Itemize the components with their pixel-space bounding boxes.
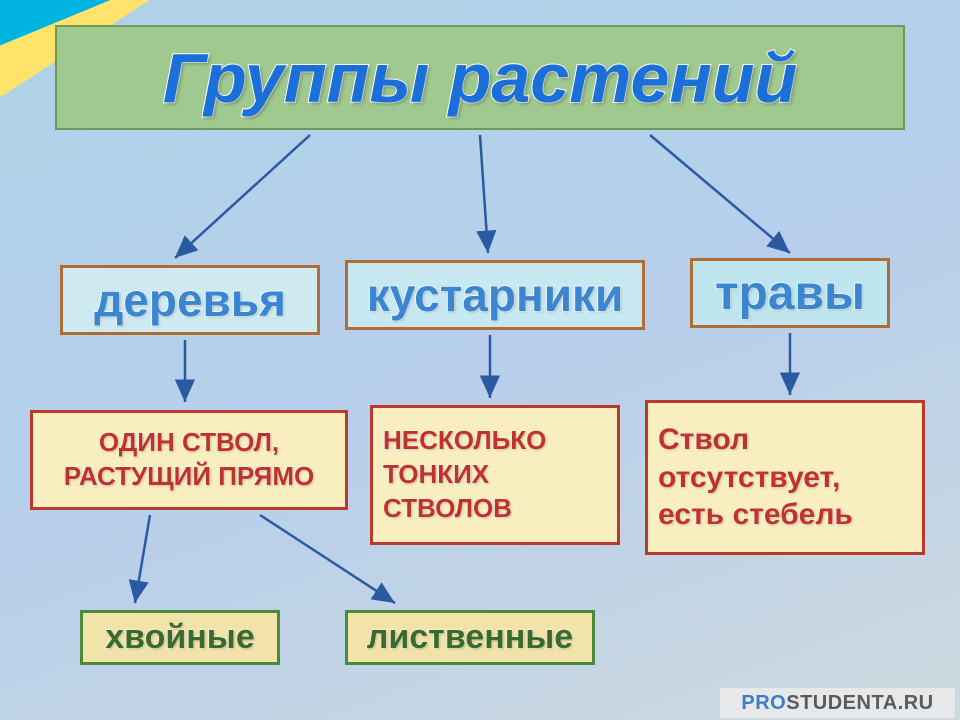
description-grass-desc-label: Ствол отсутствует, есть стебель [648, 415, 922, 540]
watermark: PROSTUDENTA.RU [720, 688, 955, 718]
description-trees-desc-label: ОДИН СТВОЛ, РАСТУЩИЙ ПРЯМО [33, 420, 345, 500]
description-trees-desc: ОДИН СТВОЛ, РАСТУЩИЙ ПРЯМО [30, 410, 348, 510]
category-shrubs: кустарники [345, 260, 645, 330]
subcategory-conifer-label: хвойные [95, 612, 265, 663]
arrow [480, 135, 488, 253]
description-shrubs-desc-label: НЕСКОЛЬКО ТОНКИХ СТВОЛОВ [373, 418, 617, 531]
subcategory-deciduous: лиственные [345, 610, 595, 665]
arrow [650, 135, 790, 253]
arrow [135, 515, 150, 603]
description-shrubs-desc: НЕСКОЛЬКО ТОНКИХ СТВОЛОВ [370, 405, 620, 545]
category-shrubs-label: кустарники [357, 262, 634, 328]
watermark-suffix: STUDENTA.RU [786, 692, 933, 715]
description-grass-desc: Ствол отсутствует, есть стебель [645, 400, 925, 555]
title-box: Группы растений [55, 25, 905, 130]
subcategory-deciduous-label: лиственные [357, 612, 583, 663]
title-text: Группы растений [163, 38, 798, 118]
diagram-canvas: Группы растений деревья кустарники травы ОД… [0, 0, 960, 720]
category-trees: деревья [60, 265, 320, 335]
category-trees-label: деревья [84, 267, 296, 333]
arrow [175, 135, 310, 258]
category-grass-label: травы [705, 260, 875, 327]
watermark-prefix: PRO [741, 692, 786, 715]
category-grass: травы [690, 258, 890, 328]
subcategory-conifer: хвойные [80, 610, 280, 665]
